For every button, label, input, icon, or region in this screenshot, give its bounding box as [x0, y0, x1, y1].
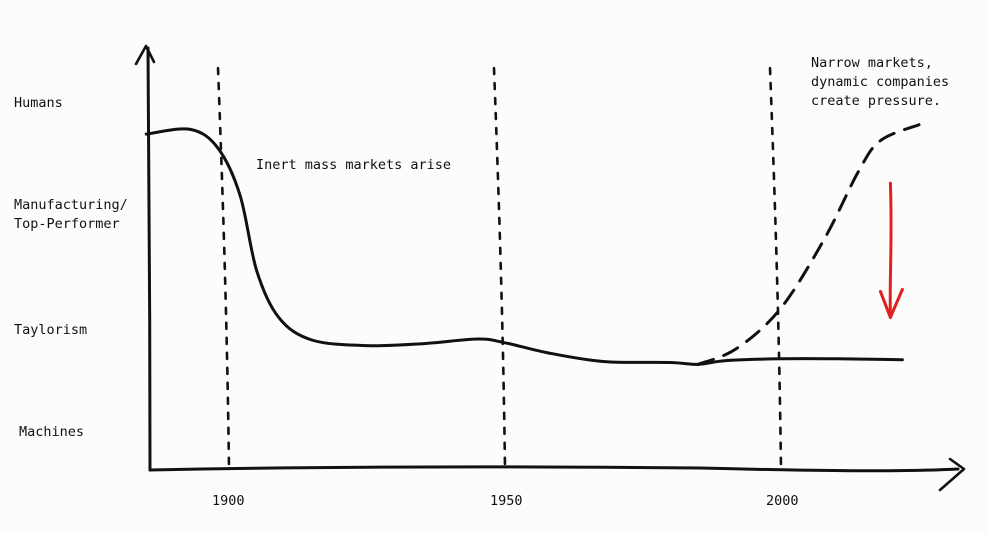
y-axis [146, 46, 152, 472]
series-group [144, 123, 921, 366]
annotation-narrow-markets: Narrow markets, dynamic companies create… [811, 55, 957, 109]
annotation-narrow-line1: Narrow markets, [811, 55, 933, 71]
marker-line-2000 [768, 66, 783, 470]
series-line-solid [144, 127, 904, 366]
y-level-manufacturing: Manufacturing/ Top-Performer [14, 197, 136, 232]
y-level-machines: Machines [19, 424, 84, 440]
pressure-arrow-shaft [888, 181, 893, 319]
x-axis-arrowhead [938, 457, 966, 492]
series-line-dashed [696, 123, 921, 366]
marker-line-1900 [216, 66, 231, 470]
annotation-mass-markets: Inert mass markets arise [256, 157, 451, 173]
vertical-markers [216, 66, 783, 470]
pressure-arrow [878, 181, 904, 319]
x-tick-2000: 2000 [766, 493, 799, 509]
y-axis-arrowhead [134, 44, 156, 66]
x-tick-1900: 1900 [212, 493, 245, 509]
annotation-narrow-line2: dynamic companies [811, 74, 949, 90]
y-level-taylorism: Taylorism [14, 322, 87, 338]
y-level-manufacturing-line2: Top-Performer [14, 216, 120, 232]
x-axis [148, 465, 960, 473]
y-level-humans: Humans [14, 95, 63, 111]
x-tick-1950: 1950 [490, 493, 523, 509]
y-level-manufacturing-line1: Manufacturing/ [14, 197, 128, 213]
marker-line-1950 [492, 66, 507, 470]
annotation-narrow-line3: create pressure. [811, 93, 941, 109]
pressure-arrow-head [878, 287, 904, 319]
